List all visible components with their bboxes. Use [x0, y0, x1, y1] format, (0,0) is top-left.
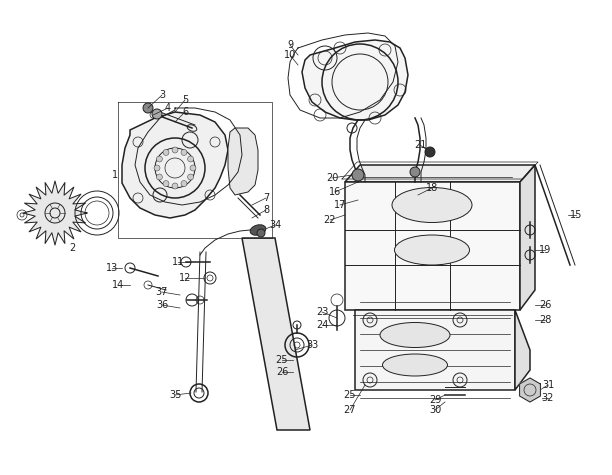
Text: 34: 34 [269, 220, 281, 230]
Circle shape [172, 183, 178, 189]
Circle shape [181, 180, 187, 187]
Text: 12: 12 [179, 273, 191, 283]
Circle shape [154, 165, 160, 171]
Circle shape [172, 147, 178, 153]
Text: 6: 6 [182, 107, 188, 117]
Text: 29: 29 [429, 395, 441, 405]
Circle shape [410, 167, 420, 177]
Ellipse shape [395, 235, 469, 265]
Circle shape [257, 229, 265, 237]
Text: 35: 35 [169, 390, 181, 400]
Text: 13: 13 [106, 263, 118, 273]
Circle shape [163, 180, 169, 187]
Text: 32: 32 [542, 393, 554, 403]
Ellipse shape [382, 354, 447, 376]
Circle shape [157, 156, 162, 162]
Text: 26: 26 [539, 300, 551, 310]
Text: 2: 2 [69, 243, 75, 253]
Polygon shape [242, 238, 310, 430]
Text: 14: 14 [112, 280, 124, 290]
Text: 22: 22 [324, 215, 336, 225]
Circle shape [181, 150, 187, 155]
Text: 10: 10 [284, 50, 296, 60]
Ellipse shape [392, 188, 472, 222]
Polygon shape [355, 310, 515, 390]
Text: 28: 28 [539, 315, 551, 325]
Polygon shape [345, 182, 520, 310]
Text: 18: 18 [426, 183, 438, 193]
Circle shape [352, 169, 364, 181]
Text: 26: 26 [276, 367, 288, 377]
Text: 17: 17 [334, 200, 346, 210]
Text: 25: 25 [344, 390, 356, 400]
Circle shape [188, 156, 193, 162]
Text: 11: 11 [172, 257, 184, 267]
Text: 27: 27 [344, 405, 356, 415]
Polygon shape [515, 310, 530, 390]
Text: 5: 5 [182, 95, 188, 105]
Text: 7: 7 [263, 193, 269, 203]
Polygon shape [345, 165, 535, 182]
Polygon shape [23, 181, 87, 245]
Polygon shape [520, 165, 535, 310]
Circle shape [152, 109, 162, 119]
Text: 23: 23 [316, 307, 328, 317]
Text: 9: 9 [287, 40, 293, 50]
Text: 36: 36 [156, 300, 168, 310]
Circle shape [190, 165, 196, 171]
Text: 3: 3 [159, 90, 165, 100]
Ellipse shape [380, 323, 450, 348]
Text: 4: 4 [165, 103, 171, 113]
Ellipse shape [250, 225, 266, 235]
Circle shape [143, 103, 153, 113]
Polygon shape [302, 40, 408, 120]
Text: 33: 33 [306, 340, 318, 350]
Text: 21: 21 [414, 140, 426, 150]
Text: 1: 1 [112, 170, 118, 180]
Text: 30: 30 [429, 405, 441, 415]
Text: 24: 24 [316, 320, 328, 330]
Circle shape [157, 174, 162, 180]
Text: 19: 19 [539, 245, 551, 255]
Polygon shape [122, 112, 228, 218]
Polygon shape [228, 128, 258, 195]
Polygon shape [520, 378, 540, 402]
Circle shape [425, 147, 435, 157]
Text: 15: 15 [570, 210, 582, 220]
Text: 37: 37 [156, 287, 168, 297]
Text: 25: 25 [276, 355, 288, 365]
Text: 31: 31 [542, 380, 554, 390]
Circle shape [188, 174, 193, 180]
Text: 8: 8 [263, 205, 269, 215]
Circle shape [163, 150, 169, 155]
Text: 20: 20 [326, 173, 338, 183]
Text: 16: 16 [329, 187, 341, 197]
